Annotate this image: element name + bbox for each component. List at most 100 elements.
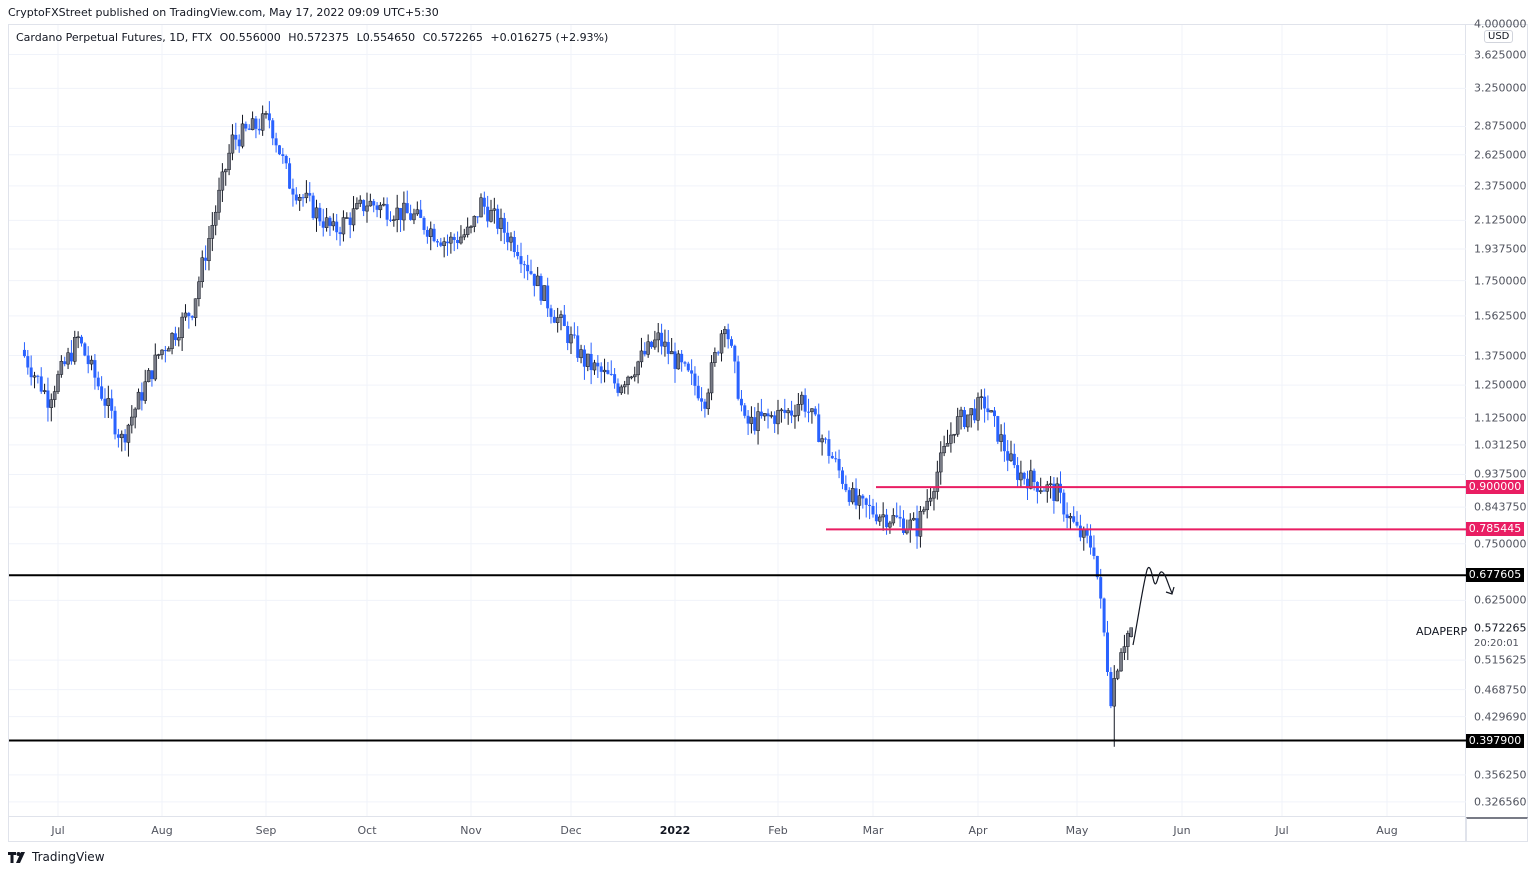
candle xyxy=(284,154,288,170)
candle xyxy=(314,199,319,232)
currency-badge[interactable]: USD xyxy=(1484,30,1514,43)
candle xyxy=(240,114,245,149)
arrow-head-icon xyxy=(1165,586,1175,595)
candle xyxy=(1045,480,1050,503)
candle xyxy=(86,346,90,374)
legend-close: C0.572265 xyxy=(422,31,483,44)
candle xyxy=(338,226,342,246)
candle xyxy=(942,435,946,457)
price-scale[interactable] xyxy=(1466,24,1528,817)
candle xyxy=(36,374,40,384)
candle xyxy=(817,403,821,443)
candle xyxy=(596,355,600,378)
time-label: Oct xyxy=(357,824,377,837)
level-price-tag: 0.397900 xyxy=(1466,733,1524,748)
price-label: 0.429690 xyxy=(1474,710,1527,724)
candle xyxy=(449,232,453,254)
time-label: Jun xyxy=(1173,824,1191,837)
candle xyxy=(143,369,147,404)
time-axis[interactable] xyxy=(8,817,1466,842)
time-label: Jul xyxy=(1275,824,1289,837)
candle xyxy=(646,334,650,358)
candle xyxy=(932,487,936,511)
candle xyxy=(223,168,228,186)
candle xyxy=(375,202,379,218)
candle xyxy=(606,361,610,375)
candle xyxy=(388,211,392,223)
candle xyxy=(277,144,281,156)
candle xyxy=(29,355,33,386)
candle xyxy=(868,494,872,520)
last-price-label: 0.572265 xyxy=(1474,621,1527,635)
candle xyxy=(1016,457,1020,488)
candle xyxy=(885,508,889,535)
candle xyxy=(1112,665,1117,747)
candle xyxy=(399,207,403,232)
candle xyxy=(723,326,727,348)
candle xyxy=(207,226,211,271)
candle xyxy=(891,508,896,526)
candle xyxy=(639,337,644,368)
candle xyxy=(304,180,309,204)
candle xyxy=(351,196,356,232)
candle xyxy=(713,347,717,367)
legend-open: O0.556000 xyxy=(219,31,281,44)
candle xyxy=(690,359,694,386)
candle xyxy=(820,434,824,456)
candle xyxy=(153,343,158,382)
tradingview-logo-icon xyxy=(8,851,25,863)
candle xyxy=(190,315,194,321)
price-label: 1.375000 xyxy=(1474,349,1527,363)
candle xyxy=(335,213,339,241)
candle xyxy=(173,326,177,346)
price-label: 2.625000 xyxy=(1474,148,1527,162)
candle xyxy=(650,340,654,349)
candle xyxy=(905,519,909,535)
candle xyxy=(549,304,553,324)
time-label: Apr xyxy=(968,824,988,837)
tradingview-watermark: TradingView xyxy=(8,850,105,864)
candle xyxy=(709,355,714,401)
candle xyxy=(358,195,363,207)
candle xyxy=(93,354,97,390)
candle xyxy=(378,202,383,219)
candle xyxy=(499,208,503,242)
candle xyxy=(331,213,336,231)
candle xyxy=(656,323,660,353)
candle xyxy=(810,408,814,424)
candle xyxy=(462,228,467,241)
candle xyxy=(130,405,134,434)
scale-corner[interactable] xyxy=(1466,817,1528,842)
price-label: 4.000000 xyxy=(1474,17,1527,31)
candle xyxy=(555,307,560,333)
candle xyxy=(291,178,295,207)
candle xyxy=(749,406,754,434)
time-label: Feb xyxy=(768,824,788,837)
candle xyxy=(996,415,1000,445)
candle xyxy=(766,408,770,429)
price-label: 0.326560 xyxy=(1474,795,1527,809)
legend-title: Cardano Perpetual Futures, 1D, FTX xyxy=(16,31,213,44)
candle xyxy=(1109,667,1113,709)
legend-high: H0.572375 xyxy=(288,31,350,44)
candle xyxy=(726,323,730,349)
candle xyxy=(986,395,990,421)
candle xyxy=(796,392,801,422)
candle xyxy=(779,407,784,423)
candle xyxy=(170,332,174,355)
candle xyxy=(489,199,493,223)
candle xyxy=(989,410,993,413)
candle xyxy=(264,110,268,119)
candle xyxy=(512,230,516,258)
candle xyxy=(629,375,634,380)
candle xyxy=(281,147,285,164)
candle xyxy=(32,371,37,389)
chart-pane[interactable] xyxy=(8,24,1466,817)
candle xyxy=(680,349,684,372)
bar-countdown: 20:20:01 xyxy=(1474,638,1519,649)
candle xyxy=(706,388,710,415)
candle xyxy=(140,382,144,411)
candle xyxy=(368,193,373,207)
candle xyxy=(469,225,473,234)
